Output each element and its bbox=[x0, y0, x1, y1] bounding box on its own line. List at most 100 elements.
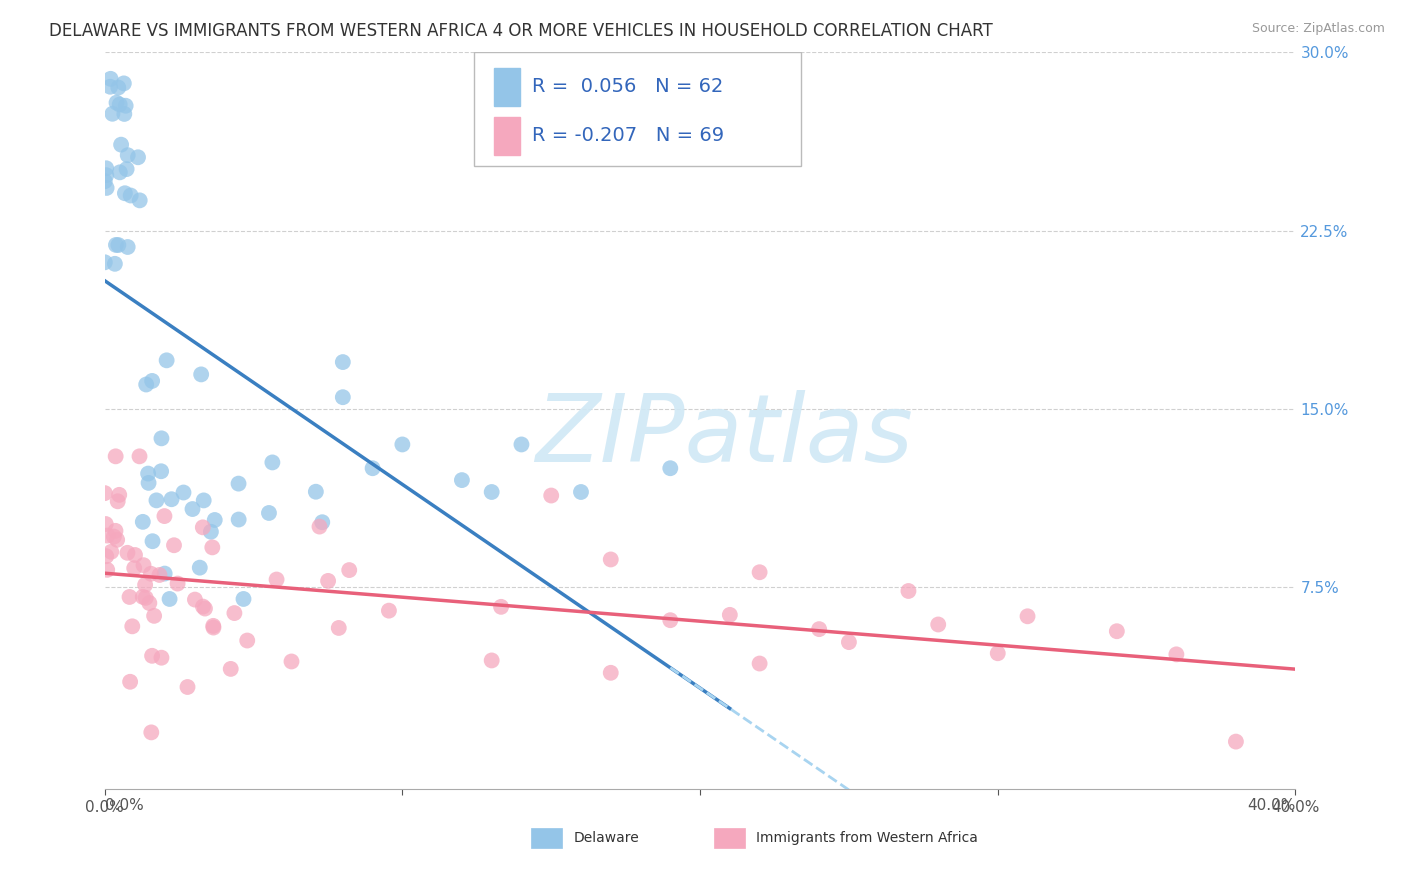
Point bbox=[114, 99, 136, 113]
Point bbox=[184, 592, 207, 607]
Point bbox=[332, 390, 354, 404]
Point bbox=[280, 655, 302, 669]
Point bbox=[128, 194, 150, 208]
Point bbox=[378, 604, 401, 618]
Point bbox=[104, 238, 127, 252]
Point bbox=[138, 596, 160, 610]
Point bbox=[201, 541, 224, 555]
Text: Delaware: Delaware bbox=[574, 831, 640, 846]
Point bbox=[98, 79, 121, 94]
Point bbox=[96, 563, 118, 577]
Point bbox=[108, 488, 131, 502]
Point bbox=[510, 437, 533, 451]
Point bbox=[308, 519, 330, 533]
Point bbox=[141, 725, 163, 739]
Point bbox=[96, 161, 118, 176]
Point bbox=[748, 566, 770, 580]
Point bbox=[96, 528, 118, 542]
Point bbox=[105, 533, 128, 547]
Point bbox=[121, 619, 143, 633]
Point bbox=[94, 486, 117, 500]
Point bbox=[200, 524, 222, 539]
Point bbox=[987, 646, 1010, 660]
Point bbox=[141, 374, 163, 388]
Point bbox=[266, 573, 288, 587]
Point bbox=[156, 353, 179, 368]
Point bbox=[337, 563, 360, 577]
Point bbox=[451, 473, 474, 487]
Text: ZIPatlas: ZIPatlas bbox=[534, 390, 912, 481]
Point bbox=[117, 240, 139, 254]
Point bbox=[188, 560, 211, 574]
Point bbox=[145, 493, 167, 508]
Point bbox=[120, 674, 142, 689]
Point bbox=[540, 489, 562, 503]
Point bbox=[1166, 648, 1188, 662]
Point bbox=[659, 613, 682, 627]
Point bbox=[1225, 734, 1247, 748]
Point bbox=[148, 568, 170, 582]
Point bbox=[118, 590, 141, 604]
Point bbox=[96, 181, 118, 195]
Point bbox=[599, 665, 621, 680]
Point bbox=[138, 475, 160, 490]
Point bbox=[897, 584, 920, 599]
Point bbox=[128, 450, 150, 464]
Point bbox=[134, 578, 156, 592]
Point bbox=[132, 558, 155, 573]
Point bbox=[150, 464, 173, 478]
Point bbox=[262, 455, 284, 469]
Point bbox=[117, 546, 139, 560]
Point bbox=[219, 662, 242, 676]
Bar bbox=[494, 117, 520, 155]
Point bbox=[191, 599, 214, 614]
Point bbox=[112, 76, 135, 90]
Point bbox=[104, 257, 127, 271]
Point bbox=[153, 509, 176, 524]
Point bbox=[181, 502, 204, 516]
Point bbox=[160, 492, 183, 507]
Point bbox=[808, 622, 831, 636]
Point bbox=[204, 513, 226, 527]
Point bbox=[139, 566, 162, 581]
Text: DELAWARE VS IMMIGRANTS FROM WESTERN AFRICA 4 OR MORE VEHICLES IN HOUSEHOLD CORRE: DELAWARE VS IMMIGRANTS FROM WESTERN AFRI… bbox=[49, 22, 993, 40]
Point bbox=[236, 633, 259, 648]
Point bbox=[96, 549, 118, 564]
Point bbox=[100, 545, 122, 559]
Point bbox=[1017, 609, 1039, 624]
Point bbox=[127, 150, 149, 164]
Point bbox=[114, 186, 136, 201]
Point bbox=[311, 515, 333, 529]
Point bbox=[228, 512, 250, 526]
Point bbox=[124, 548, 146, 562]
Point bbox=[107, 494, 129, 508]
Point bbox=[120, 188, 142, 202]
Point bbox=[748, 657, 770, 671]
Point bbox=[100, 71, 122, 86]
Point bbox=[112, 107, 135, 121]
Point bbox=[107, 80, 129, 95]
Point bbox=[202, 619, 225, 633]
Point bbox=[838, 635, 860, 649]
Text: Immigrants from Western Africa: Immigrants from Western Africa bbox=[756, 831, 979, 846]
Point bbox=[94, 255, 117, 269]
Point bbox=[224, 606, 246, 620]
Point bbox=[194, 601, 217, 615]
Point bbox=[232, 591, 254, 606]
Point bbox=[202, 621, 225, 635]
Bar bbox=[494, 68, 520, 106]
Point bbox=[101, 107, 124, 121]
Text: Source: ZipAtlas.com: Source: ZipAtlas.com bbox=[1251, 22, 1385, 36]
Point bbox=[718, 607, 741, 622]
Point bbox=[481, 653, 503, 667]
Point bbox=[141, 648, 163, 663]
Point bbox=[391, 437, 413, 451]
Text: R = -0.207   N = 69: R = -0.207 N = 69 bbox=[531, 126, 724, 145]
Point bbox=[927, 617, 949, 632]
Point bbox=[332, 355, 354, 369]
Point bbox=[143, 608, 166, 623]
Point bbox=[94, 174, 117, 188]
Point bbox=[166, 576, 188, 591]
Point bbox=[257, 506, 280, 520]
Point bbox=[193, 493, 215, 508]
